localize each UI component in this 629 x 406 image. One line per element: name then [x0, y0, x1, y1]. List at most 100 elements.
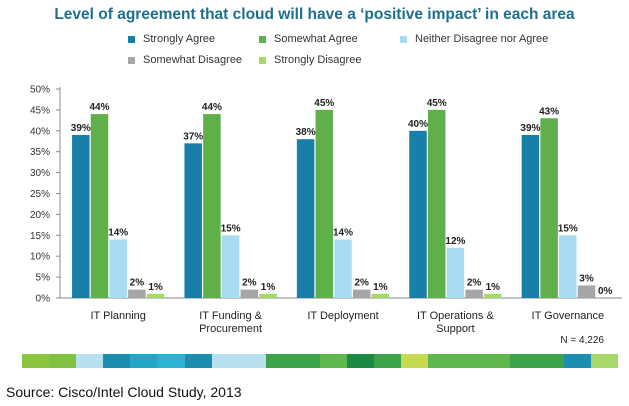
strip-segment — [428, 354, 456, 368]
legend-swatch — [128, 56, 135, 64]
y-tick-label: 40% — [30, 126, 50, 137]
strip-segment — [211, 354, 239, 368]
data-label: 1% — [148, 282, 163, 293]
bar — [146, 293, 165, 298]
legend-label: Somewhat Disagree — [143, 54, 243, 66]
bar — [559, 235, 577, 298]
chart-title: Level of agreement that cloud will have … — [54, 6, 575, 23]
data-label: 3% — [579, 273, 594, 284]
bar — [128, 289, 146, 298]
data-label: 2% — [354, 278, 369, 289]
data-label: 2% — [130, 278, 145, 289]
data-label: 37% — [183, 131, 203, 142]
strip-segment — [103, 354, 131, 368]
data-label: 38% — [296, 127, 316, 138]
category-label: Procurement — [199, 323, 262, 335]
legend-item-strongly-disagree: Strongly Disagree — [259, 54, 361, 66]
bar — [315, 109, 334, 299]
category-label: Support — [436, 323, 475, 335]
legend-item-somewhat-disagree: Somewhat Disagree — [128, 54, 242, 66]
bar — [296, 139, 315, 298]
data-label: 40% — [408, 119, 428, 130]
y-tick-label: 0% — [36, 294, 51, 305]
bar — [203, 114, 221, 298]
y-tick-label: 25% — [30, 189, 50, 200]
strip-segment — [563, 354, 591, 368]
legend-label: Strongly Agree — [143, 33, 216, 45]
strip-segment — [265, 354, 293, 368]
strip-segment — [347, 354, 375, 368]
legend-swatch — [259, 35, 266, 43]
bar — [184, 143, 202, 298]
data-label: 44% — [202, 102, 222, 113]
y-tick-label: 20% — [30, 210, 50, 221]
legend-swatch — [128, 35, 135, 43]
legend-item-strongly-agree: Strongly Agree — [128, 33, 215, 45]
legend-label: Neither Disagree nor Agree — [415, 33, 549, 45]
strip-segment — [238, 354, 266, 368]
strip-segment — [509, 354, 537, 368]
category-label: IT Planning — [90, 310, 145, 322]
strip-segment — [130, 354, 158, 368]
bar — [352, 289, 371, 298]
data-label: 1% — [261, 282, 276, 293]
strip-segment — [184, 354, 212, 368]
data-label: 15% — [221, 223, 241, 234]
bar — [465, 289, 483, 298]
data-label: 0% — [598, 286, 613, 297]
bar — [521, 134, 540, 298]
data-label: 1% — [486, 282, 501, 293]
bar — [577, 285, 596, 298]
strip-segment — [49, 354, 77, 368]
strip-segment — [455, 354, 483, 368]
bar — [484, 293, 502, 298]
legend-label: Somewhat Agree — [274, 33, 358, 45]
bar — [72, 134, 90, 298]
legend-swatch — [259, 56, 266, 64]
bar — [334, 239, 352, 298]
bar — [221, 235, 240, 298]
data-label: 39% — [71, 123, 91, 134]
strip-segment — [292, 354, 321, 368]
data-label: 12% — [445, 236, 465, 247]
data-label: 45% — [314, 98, 334, 109]
strip-segment — [76, 354, 104, 368]
bar — [409, 130, 427, 298]
chart-legend: Strongly Agree Somewhat Agree Neither Di… — [0, 0, 629, 80]
strip-segment — [590, 354, 619, 368]
bar — [109, 239, 127, 298]
data-label: 43% — [539, 106, 559, 117]
legend-item-neither: Neither Disagree nor Agree — [400, 33, 548, 45]
strip-segment — [536, 354, 564, 368]
y-tick-label: 45% — [30, 105, 50, 116]
category-label: IT Funding & — [199, 310, 262, 322]
y-tick-label: 50% — [30, 85, 50, 96]
legend-label: Strongly Disagree — [274, 54, 362, 66]
data-label: 14% — [108, 227, 128, 238]
data-label: 44% — [89, 102, 109, 113]
y-tick-label: 30% — [30, 168, 50, 179]
bar — [90, 114, 109, 298]
source-note: Source: Cisco/Intel Cloud Study, 2013 — [6, 384, 242, 400]
strip-segment — [401, 354, 429, 368]
data-label: 2% — [467, 278, 482, 289]
y-tick-label: 15% — [30, 231, 50, 242]
category-label: IT Deployment — [307, 310, 378, 322]
strip-segment — [482, 354, 510, 368]
legend-item-somewhat-agree: Somewhat Agree — [259, 33, 358, 45]
data-label: 2% — [242, 278, 257, 289]
data-label: 45% — [427, 98, 447, 109]
strip-segment — [22, 354, 50, 368]
bar — [446, 247, 465, 298]
bar — [427, 109, 446, 299]
strip-segment — [374, 354, 402, 368]
data-label: 39% — [520, 123, 540, 134]
bar — [259, 293, 277, 298]
y-tick-label: 5% — [36, 273, 51, 284]
y-tick-label: 35% — [30, 147, 50, 158]
bar — [540, 118, 558, 298]
category-label: IT Operations & — [417, 310, 494, 322]
category-label: IT Governance — [532, 310, 605, 322]
decorative-color-strip — [22, 354, 619, 368]
